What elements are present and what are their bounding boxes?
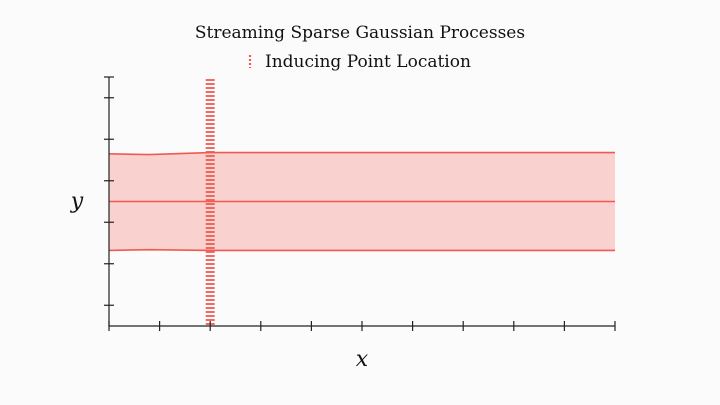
- y-axis-label: y: [70, 189, 84, 214]
- y-axis: [104, 76, 114, 326]
- lower-bound-line: [108, 248, 615, 252]
- plot-area: [108, 79, 615, 326]
- legend: Inducing Point Location: [248, 52, 471, 72]
- legend-label: Inducing Point Location: [265, 52, 471, 72]
- x-axis-label: x: [356, 347, 369, 372]
- chart-title: Streaming Sparse Gaussian Processes: [195, 23, 525, 43]
- upper-bound-line: [108, 151, 615, 156]
- x-axis: [108, 321, 616, 331]
